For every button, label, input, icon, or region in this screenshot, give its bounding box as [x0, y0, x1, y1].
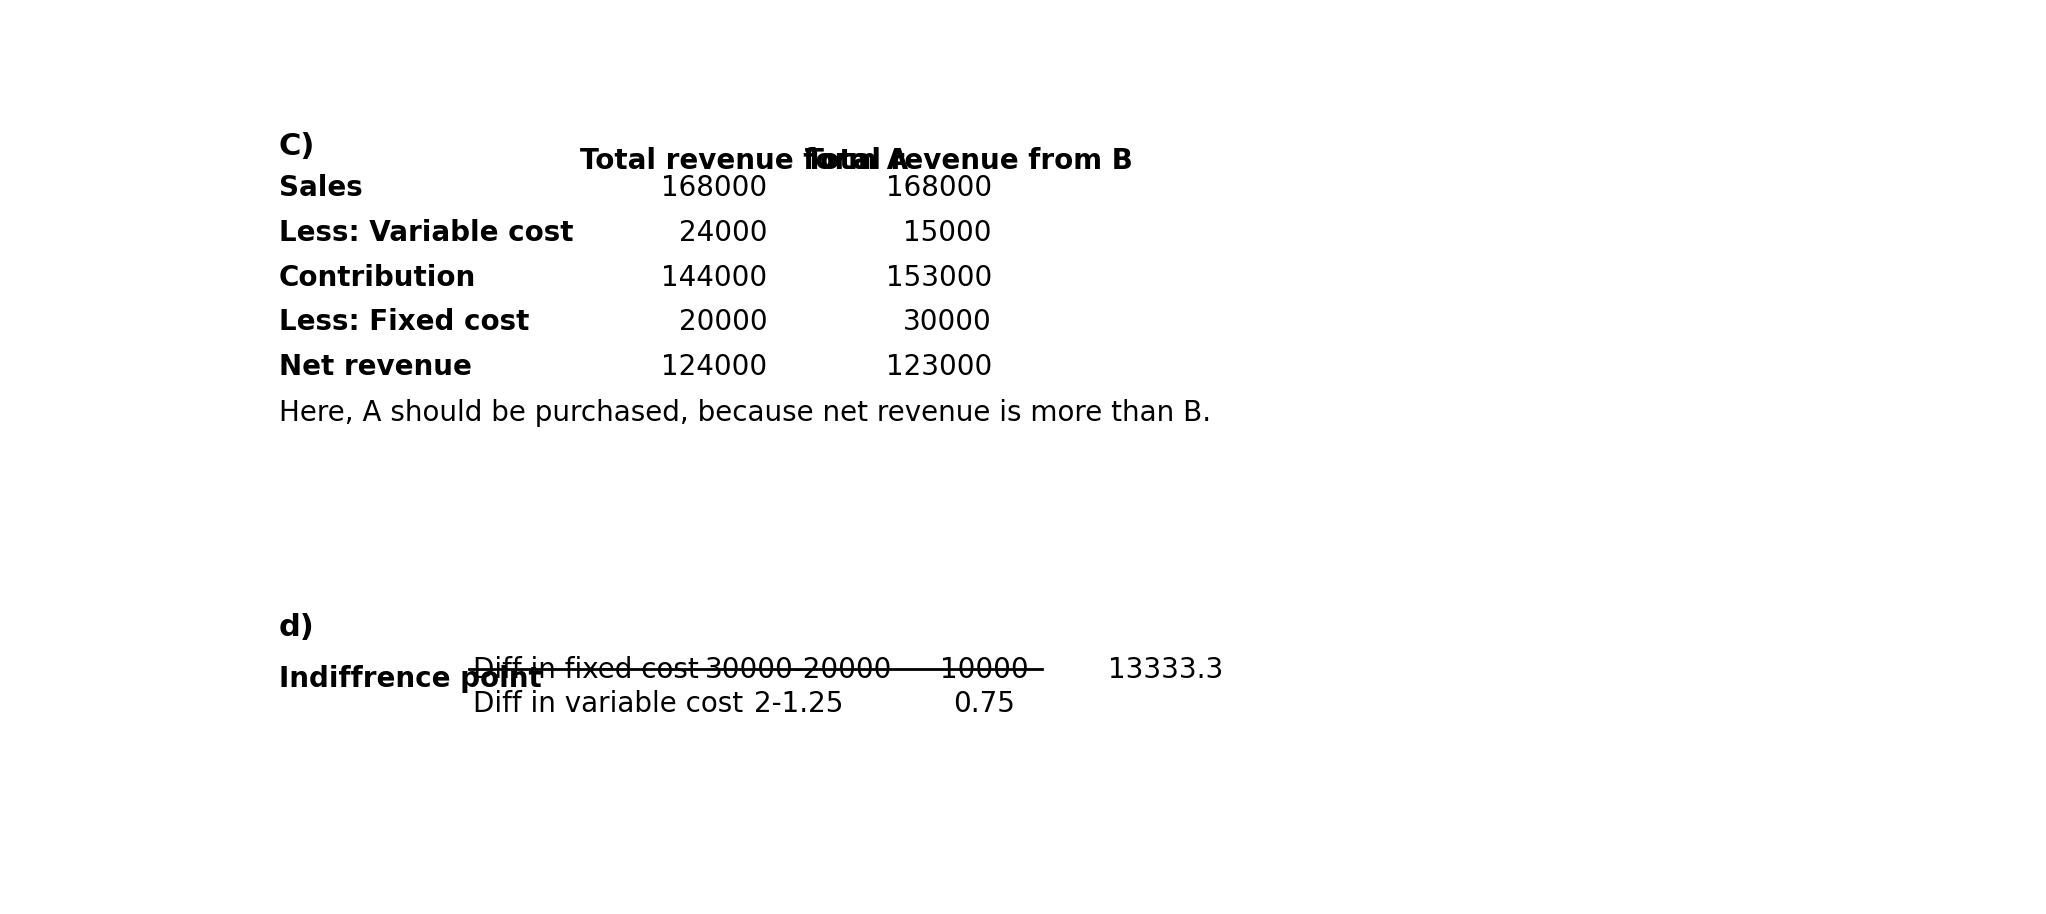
Text: 30000: 30000 [902, 308, 992, 336]
Text: Total revenue from B: Total revenue from B [804, 147, 1133, 175]
Text: 30000-20000: 30000-20000 [704, 655, 892, 684]
Text: 123000: 123000 [886, 353, 992, 381]
Text: 144000: 144000 [661, 263, 767, 292]
Text: 153000: 153000 [886, 263, 992, 292]
Text: 168000: 168000 [886, 175, 992, 202]
Text: 24000: 24000 [679, 219, 767, 247]
Text: Less: Variable cost: Less: Variable cost [278, 219, 573, 247]
Text: Diff in variable cost: Diff in variable cost [473, 690, 743, 718]
Text: 20000: 20000 [679, 308, 767, 336]
Text: Contribution: Contribution [278, 263, 477, 292]
Text: 168000: 168000 [661, 175, 767, 202]
Text: Sales: Sales [278, 175, 362, 202]
Text: Net revenue: Net revenue [278, 353, 473, 381]
Text: 15000: 15000 [904, 219, 992, 247]
Text: C): C) [278, 132, 315, 161]
Text: Diff in fixed cost: Diff in fixed cost [473, 655, 698, 684]
Text: Indiffrence point: Indiffrence point [278, 665, 542, 693]
Text: d): d) [278, 613, 315, 643]
Text: 0.75: 0.75 [953, 690, 1015, 718]
Text: 10000: 10000 [939, 655, 1029, 684]
Text: Less: Fixed cost: Less: Fixed cost [278, 308, 530, 336]
Text: 124000: 124000 [661, 353, 767, 381]
Text: 2-1.25: 2-1.25 [753, 690, 843, 718]
Text: Here, A should be purchased, because net revenue is more than B.: Here, A should be purchased, because net… [278, 399, 1211, 427]
Text: 13333.3: 13333.3 [1109, 655, 1224, 684]
Text: Total revenue form A: Total revenue form A [579, 147, 908, 175]
